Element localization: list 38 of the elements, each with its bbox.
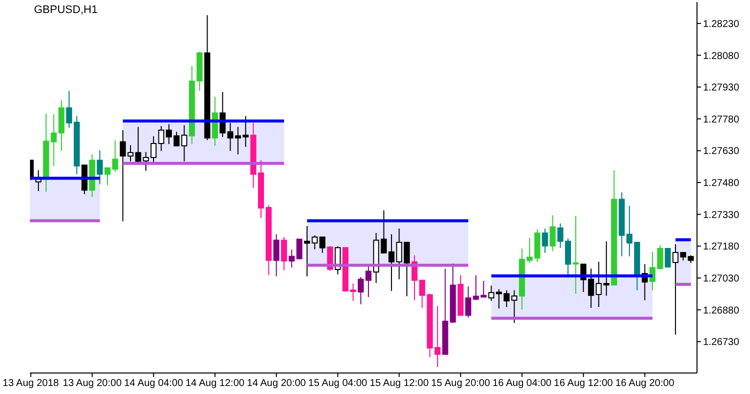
x-tick-label: 14 Aug 20:00 xyxy=(246,378,306,390)
chart-title: GBPUSD,H1 xyxy=(34,4,98,16)
x-tick-label: 16 Aug 20:00 xyxy=(615,378,675,390)
y-tick-label: 1.27480 xyxy=(703,178,740,190)
x-tick-label: 13 Aug 2018 xyxy=(2,378,60,390)
candlestick xyxy=(603,240,610,296)
x-tick-label: 15 Aug 20:00 xyxy=(431,378,490,390)
candlestick xyxy=(550,214,556,252)
y-tick-label: 1.27330 xyxy=(703,210,740,221)
candlestick xyxy=(572,216,579,294)
x-tick-label: 14 Aug 12:00 xyxy=(186,378,245,390)
y-tick-label: 1.26730 xyxy=(703,337,740,348)
x-tick-label: 14 Aug 04:00 xyxy=(124,378,184,390)
x-tick-label: 16 Aug 12:00 xyxy=(554,378,614,390)
candlestick xyxy=(465,286,472,318)
y-tick-label: 1.27180 xyxy=(703,242,740,253)
y-tick-label: 1.27630 xyxy=(703,146,740,158)
candlestick xyxy=(66,90,72,128)
y-tick-label: 1.27030 xyxy=(703,274,740,285)
candlestick xyxy=(404,242,410,297)
y-tick-label: 1.28230 xyxy=(703,18,740,30)
candlestick xyxy=(664,248,671,268)
candlestick xyxy=(288,249,295,268)
y-tick-label: 1.28080 xyxy=(703,50,740,62)
candlestick xyxy=(542,228,548,254)
candlestick xyxy=(96,150,103,185)
x-tick-label: 15 Aug 12:00 xyxy=(370,378,430,390)
candlestick xyxy=(273,234,280,277)
x-tick-label: 13 Aug 20:00 xyxy=(62,378,122,390)
y-tick-label: 1.27780 xyxy=(703,114,740,126)
y-tick-label: 1.26880 xyxy=(703,305,740,316)
x-tick-label: 15 Aug 04:00 xyxy=(308,378,368,390)
candlestick xyxy=(281,236,288,271)
y-tick-label: 1.27930 xyxy=(703,82,740,94)
candlestick xyxy=(296,238,302,260)
candlestick xyxy=(511,290,518,324)
x-tick-label: 16 Aug 04:00 xyxy=(492,378,552,390)
candlestick xyxy=(319,236,326,254)
